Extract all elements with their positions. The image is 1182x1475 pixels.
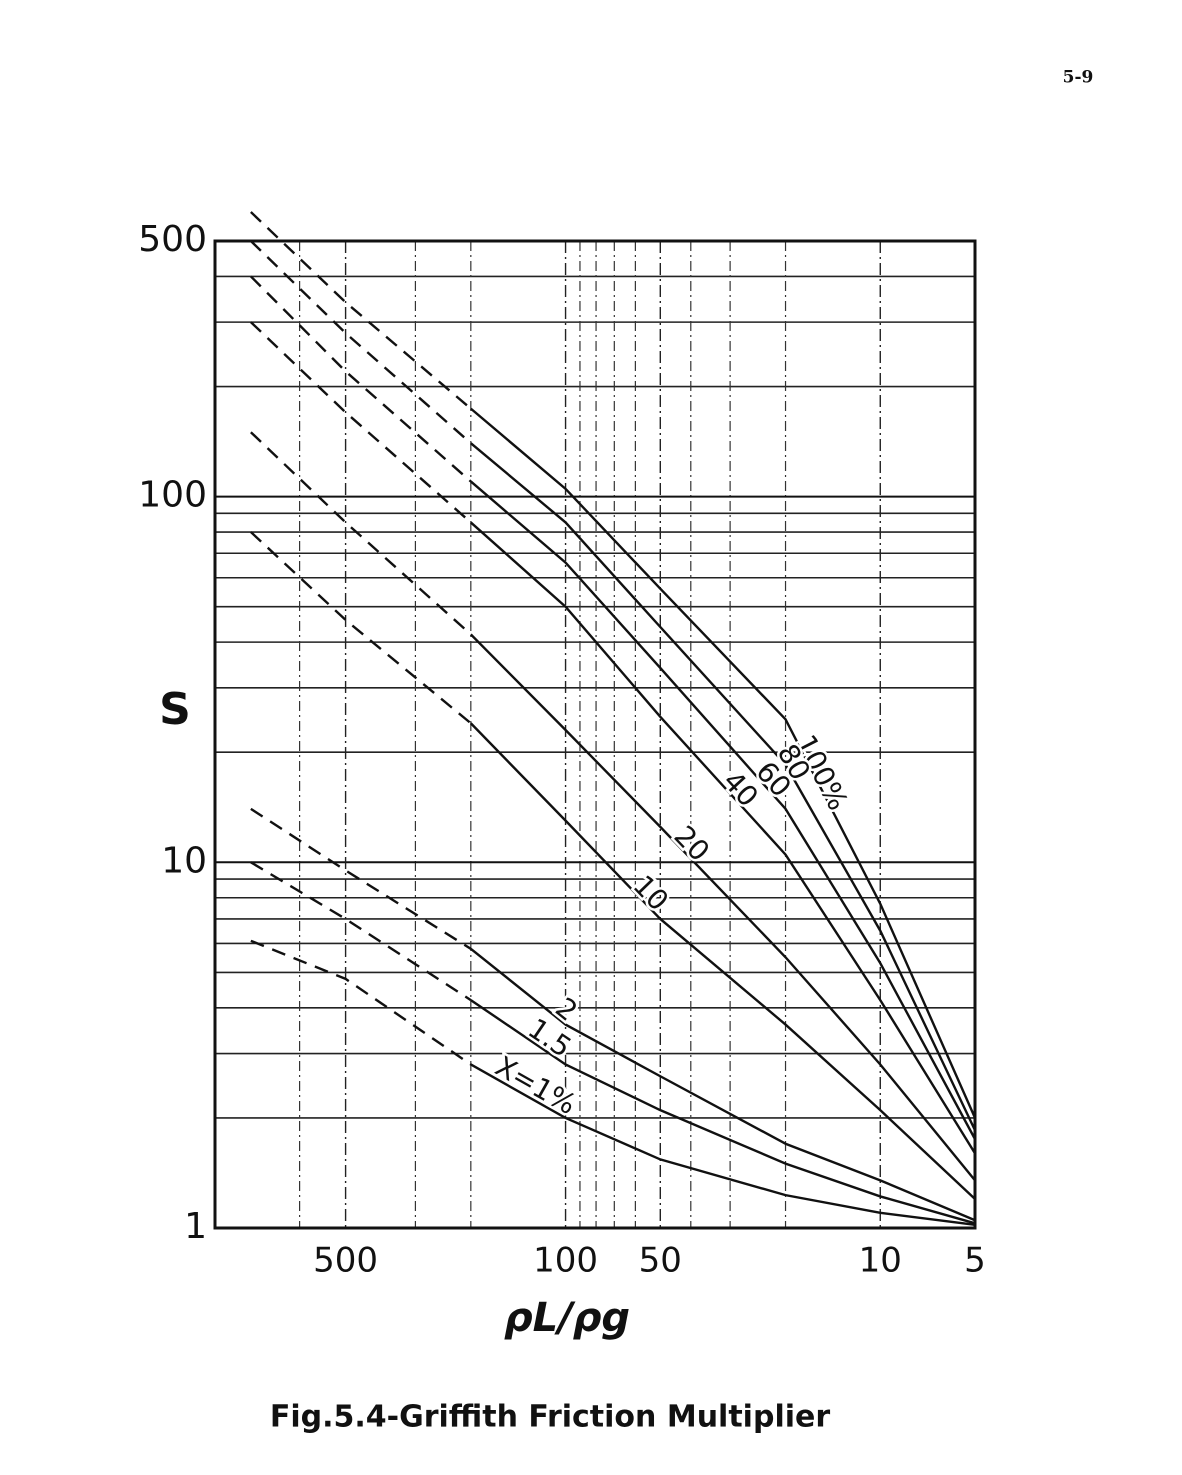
y-tick-label: 100 xyxy=(138,475,207,516)
x-tick-label: 10 xyxy=(859,1241,902,1281)
x-tick-label: 5 xyxy=(964,1241,986,1281)
curve xyxy=(470,1063,976,1227)
caption: Fig.5.4-Griffith Friction Multiplier xyxy=(270,1400,831,1435)
page-number: 5-9 xyxy=(1063,68,1094,88)
curve xyxy=(470,521,977,1154)
curve xyxy=(250,431,472,636)
curve xyxy=(250,939,472,1066)
curve-label: 20 xyxy=(668,819,716,868)
curve xyxy=(250,861,472,1002)
x-tick-label: 100 xyxy=(533,1241,598,1281)
curve-label: 10 xyxy=(627,869,675,918)
curve xyxy=(250,211,472,410)
curve-label: X=1% xyxy=(490,1050,582,1122)
plot-frame xyxy=(213,239,977,1230)
curve xyxy=(470,947,976,1222)
curve xyxy=(469,633,976,1182)
x-tick-label: 500 xyxy=(313,1241,378,1281)
curve xyxy=(470,480,977,1140)
y-tick-label: 1 xyxy=(184,1206,207,1247)
curve xyxy=(470,442,977,1131)
curve xyxy=(250,321,472,524)
curve xyxy=(250,807,472,950)
x-axis-label: ρL/ρg xyxy=(504,1295,630,1341)
curve xyxy=(250,531,472,725)
curve xyxy=(469,722,976,1200)
y-tick-label: 10 xyxy=(161,840,207,881)
x-tick-label: 50 xyxy=(639,1241,682,1281)
curve xyxy=(250,275,472,483)
y-tick-label: 500 xyxy=(138,219,207,260)
curve xyxy=(470,407,977,1119)
curve xyxy=(470,999,976,1225)
y-axis-label: S xyxy=(159,684,191,735)
curve xyxy=(250,240,472,445)
